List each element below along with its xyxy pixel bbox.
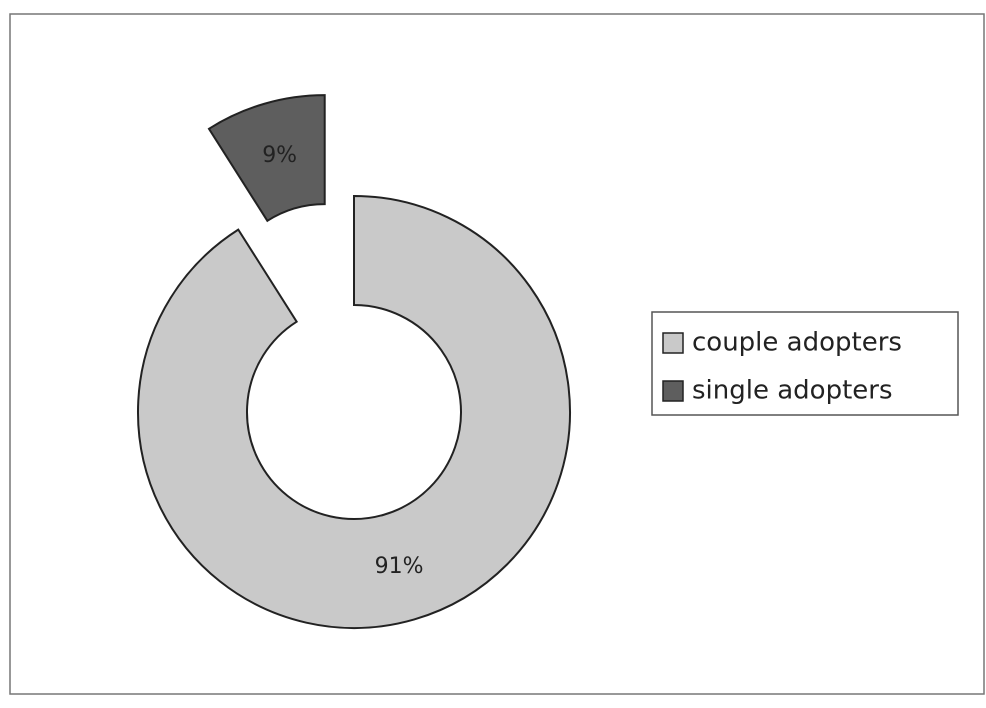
legend-swatch	[662, 380, 684, 402]
donut-slice	[207, 94, 326, 223]
legend-box	[651, 311, 959, 416]
legend-label: couple adopters	[692, 328, 902, 358]
data-label: 9%	[262, 143, 297, 168]
donut-slice	[137, 194, 571, 629]
legend-label: single adopters	[692, 376, 893, 406]
data-label: 91%	[375, 554, 424, 579]
legend-swatch	[662, 332, 684, 354]
